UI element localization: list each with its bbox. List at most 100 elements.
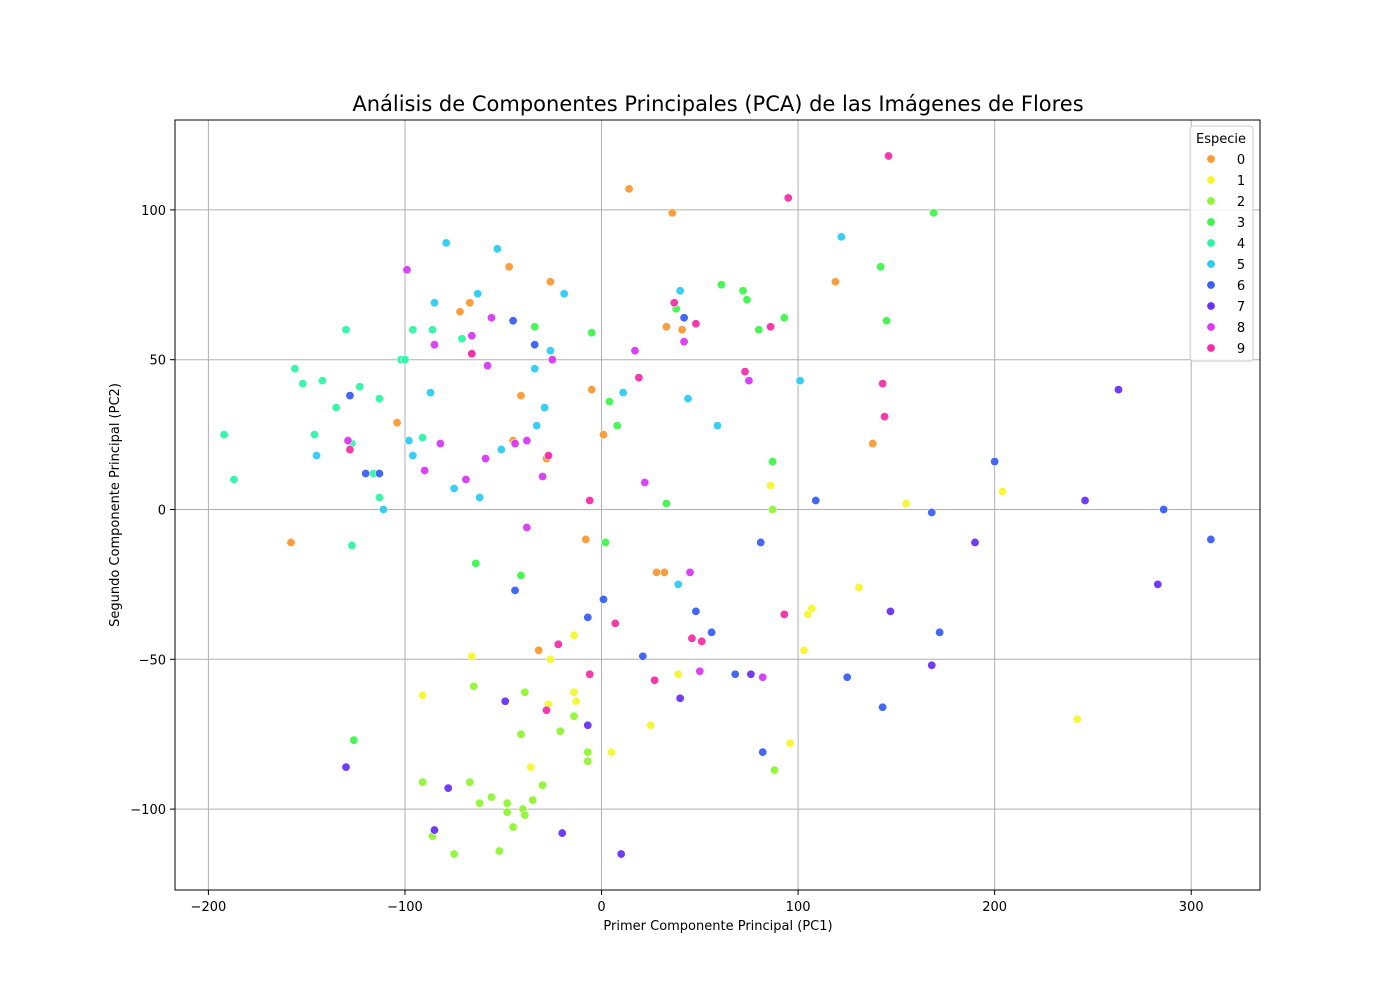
data-point-species-2 [502, 798, 512, 808]
data-point-species-2 [449, 849, 459, 859]
data-point-species-3 [600, 537, 610, 547]
data-point-species-2 [469, 681, 479, 691]
data-point-species-5 [475, 493, 485, 503]
data-point-species-9 [884, 151, 894, 161]
data-point-species-2 [502, 807, 512, 817]
data-point-species-6 [510, 585, 520, 595]
legend-marker-1 [1206, 175, 1216, 185]
x-tick-label: 200 [982, 900, 1007, 915]
data-point-species-8 [695, 666, 705, 676]
data-point-species-7 [443, 783, 453, 793]
data-point-species-0 [598, 430, 608, 440]
data-point-species-8 [481, 454, 491, 464]
data-point-species-5 [473, 289, 483, 299]
y-tick-label: 0 [158, 503, 166, 518]
data-point-species-2 [569, 711, 579, 721]
data-point-species-6 [1206, 534, 1216, 544]
data-point-species-8 [420, 466, 430, 476]
data-point-species-1 [571, 696, 581, 706]
data-point-species-6 [638, 651, 648, 661]
data-point-species-0 [545, 277, 555, 287]
data-point-species-1 [998, 487, 1008, 497]
data-point-species-5 [496, 445, 506, 455]
data-point-species-9 [610, 618, 620, 628]
data-point-species-8 [343, 436, 353, 446]
data-point-species-6 [679, 313, 689, 323]
grid-lines [175, 120, 1260, 890]
x-tick-label: −100 [387, 900, 423, 915]
data-point-species-4 [341, 325, 351, 335]
data-point-species-9 [779, 609, 789, 619]
data-point-species-0 [587, 385, 597, 395]
data-point-species-7 [1113, 385, 1123, 395]
data-point-species-2 [494, 846, 504, 856]
data-point-species-9 [467, 349, 477, 359]
data-point-species-8 [510, 439, 520, 449]
x-axis-label: Primer Componente Principal (PC1) [603, 919, 832, 934]
data-point-species-0 [286, 537, 296, 547]
data-point-species-0 [868, 439, 878, 449]
data-point-species-5 [712, 421, 722, 431]
data-point-species-8 [402, 265, 412, 275]
data-point-species-0 [516, 391, 526, 401]
data-point-species-2 [528, 795, 538, 805]
data-point-species-8 [429, 340, 439, 350]
data-point-species-2 [583, 747, 593, 757]
data-point-species-8 [467, 331, 477, 341]
data-point-species-9 [697, 636, 707, 646]
data-point-species-4 [229, 475, 239, 485]
legend-box [1189, 125, 1254, 362]
data-point-species-5 [683, 394, 693, 404]
data-point-species-6 [811, 496, 821, 506]
data-point-species-5 [559, 289, 569, 299]
data-point-species-5 [378, 504, 388, 514]
y-tick-label: −50 [139, 653, 166, 668]
data-point-species-1 [807, 603, 817, 613]
data-point-species-9 [541, 705, 551, 715]
data-point-species-8 [486, 313, 496, 323]
data-point-species-3 [516, 570, 526, 580]
data-point-species-2 [486, 792, 496, 802]
legend-marker-7 [1206, 301, 1216, 311]
x-tick-label: 100 [786, 900, 811, 915]
data-point-species-7 [341, 762, 351, 772]
data-point-species-5 [408, 451, 418, 461]
data-point-species-5 [675, 286, 685, 296]
data-point-species-1 [569, 687, 579, 697]
data-point-species-3 [471, 558, 481, 568]
data-point-species-4 [374, 493, 384, 503]
scatter-points [219, 151, 1216, 859]
x-tick-label: −200 [191, 900, 227, 915]
data-point-species-6 [730, 669, 740, 679]
data-point-species-1 [854, 582, 864, 592]
data-point-species-6 [707, 627, 717, 637]
data-point-species-1 [646, 720, 656, 730]
data-point-species-4 [310, 430, 320, 440]
data-point-species-1 [606, 747, 616, 757]
data-point-species-9 [345, 445, 355, 455]
data-point-species-7 [583, 720, 593, 730]
data-point-species-2 [583, 756, 593, 766]
data-point-species-6 [990, 457, 1000, 467]
data-point-species-0 [465, 298, 475, 308]
data-point-species-6 [530, 340, 540, 350]
data-point-species-0 [830, 277, 840, 287]
data-point-species-9 [634, 373, 644, 383]
data-point-species-6 [878, 702, 888, 712]
data-point-species-3 [876, 262, 886, 272]
data-point-species-3 [738, 286, 748, 296]
data-point-species-9 [740, 367, 750, 377]
data-point-species-1 [418, 690, 428, 700]
data-point-species-8 [435, 439, 445, 449]
y-axis-ticks: −100 −50 0 50 100 [130, 204, 175, 818]
data-point-species-7 [675, 693, 685, 703]
data-point-species-8 [461, 475, 471, 485]
data-point-species-2 [516, 729, 526, 739]
data-point-species-5 [795, 376, 805, 386]
data-point-species-5 [429, 298, 439, 308]
data-point-species-1 [673, 669, 683, 679]
data-point-species-0 [455, 307, 465, 317]
data-point-species-9 [691, 319, 701, 329]
data-point-species-9 [585, 496, 595, 506]
data-point-species-7 [746, 669, 756, 679]
